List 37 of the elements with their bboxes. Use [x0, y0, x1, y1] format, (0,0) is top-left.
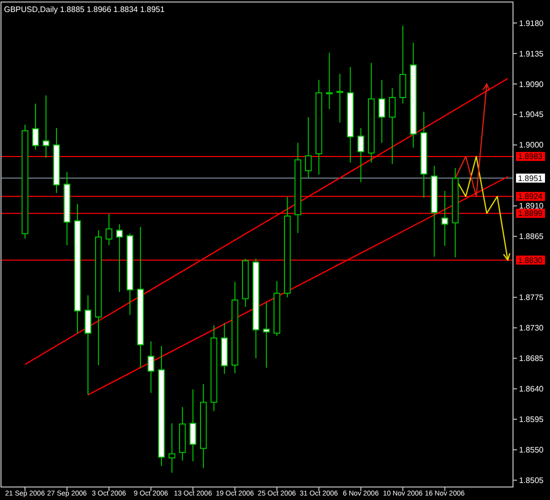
- y-tick-label: 1.8865: [519, 232, 544, 242]
- chart-title: GBPUSD,Daily 1.8885 1.8966 1.8834 1.8951: [4, 5, 166, 14]
- candlestick: [42, 94, 50, 158]
- candlestick: [116, 224, 123, 292]
- candlestick: [441, 190, 448, 246]
- candlestick: [357, 127, 364, 183]
- ref-line-label: 1.8830: [518, 256, 544, 265]
- y-tick-label: 1.9180: [519, 18, 544, 28]
- candlestick: [168, 422, 176, 474]
- y-tick-label: 1.8505: [519, 476, 544, 486]
- candlestick: [262, 302, 270, 368]
- ref-line-label: 1.8899: [518, 209, 544, 218]
- ref-line-label: 1.8983: [518, 152, 544, 162]
- y-tick-label: 1.9090: [519, 80, 544, 89]
- candlestick: [336, 73, 344, 124]
- y-tick-label: 1.9000: [519, 140, 544, 150]
- candlestick: [32, 103, 39, 150]
- ref-line-label: 1.8924: [518, 192, 544, 202]
- candlestick: [190, 388, 196, 462]
- candlestick: [106, 214, 112, 246]
- candlestick: [84, 294, 92, 396]
- candlestick: [326, 52, 333, 110]
- y-tick-label: 1.8640: [519, 384, 544, 394]
- y-tick-label: 1.8730: [519, 324, 544, 333]
- y-tick-label: 1.8910: [519, 202, 544, 211]
- candlestick: [388, 88, 396, 164]
- candlestick: [304, 116, 312, 179]
- y-tick-label: 1.9135: [519, 49, 544, 58]
- y-tick-label: 1.8775: [519, 293, 544, 302]
- y-tick-label: 1.9045: [519, 110, 544, 120]
- candlestick: [399, 25, 406, 104]
- candlestick: [148, 340, 154, 394]
- ref-line-label: 1.8951: [518, 174, 544, 183]
- y-tick-label: 1.8595: [519, 415, 544, 424]
- y-tick-label: 1.8550: [519, 446, 544, 455]
- y-tick-label: 1.8685: [519, 354, 544, 364]
- candlestick: [378, 79, 386, 144]
